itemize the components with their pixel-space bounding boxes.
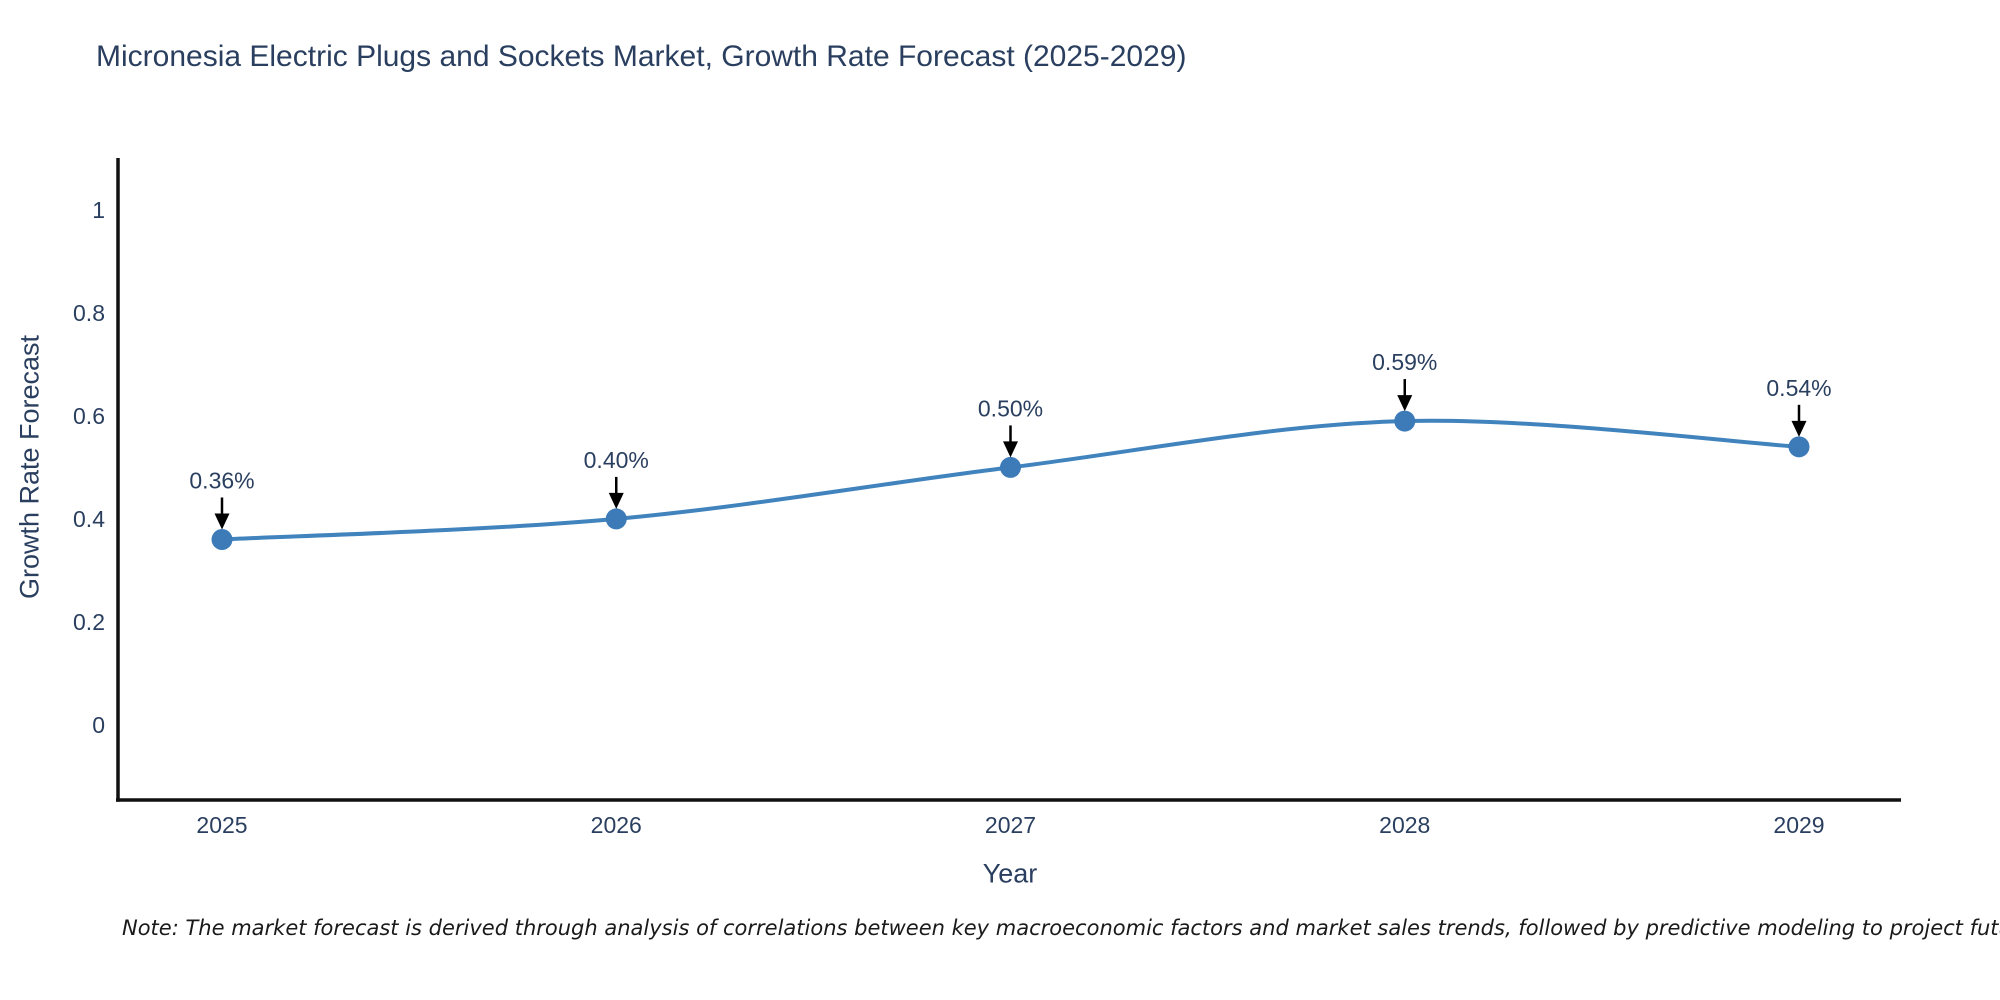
point-value-annotation: 0.59% [1372, 349, 1437, 375]
point-value-annotation: 0.40% [584, 447, 649, 473]
y-tick-label: 1 [92, 197, 105, 223]
x-tick-label: 2028 [1379, 812, 1430, 838]
y-tick-label: 0.8 [73, 300, 105, 326]
data-point-marker [1394, 410, 1416, 432]
x-tick-label: 2027 [985, 812, 1036, 838]
point-value-annotation: 0.54% [1766, 375, 1831, 401]
annotation-arrowhead-icon [1003, 441, 1018, 458]
data-point-marker [1000, 456, 1021, 478]
data-point-marker [605, 508, 627, 530]
x-tick-label: 2025 [196, 812, 247, 838]
data-point-marker [1788, 436, 1810, 458]
y-tick-label: 0 [92, 712, 105, 738]
annotation-arrowhead-icon [1791, 420, 1807, 437]
point-value-annotation: 0.36% [189, 467, 254, 493]
data-point-marker [211, 528, 233, 550]
x-tick-label: 2026 [591, 812, 642, 838]
y-tick-label: 0.4 [73, 506, 105, 532]
y-tick-label: 0.6 [73, 403, 105, 429]
annotation-arrowhead-icon [214, 513, 230, 530]
y-tick-label: 0.2 [73, 609, 105, 635]
x-axis-title: Year [982, 858, 1038, 889]
footnote-text: Note: The market forecast is derived thr… [122, 916, 2000, 940]
chart-title: Micronesia Electric Plugs and Sockets Ma… [96, 40, 1187, 73]
annotation-arrowhead-icon [1397, 395, 1413, 412]
x-tick-label: 2029 [1773, 812, 1824, 838]
annotation-arrowhead-icon [608, 492, 624, 509]
point-value-annotation: 0.50% [978, 395, 1043, 421]
